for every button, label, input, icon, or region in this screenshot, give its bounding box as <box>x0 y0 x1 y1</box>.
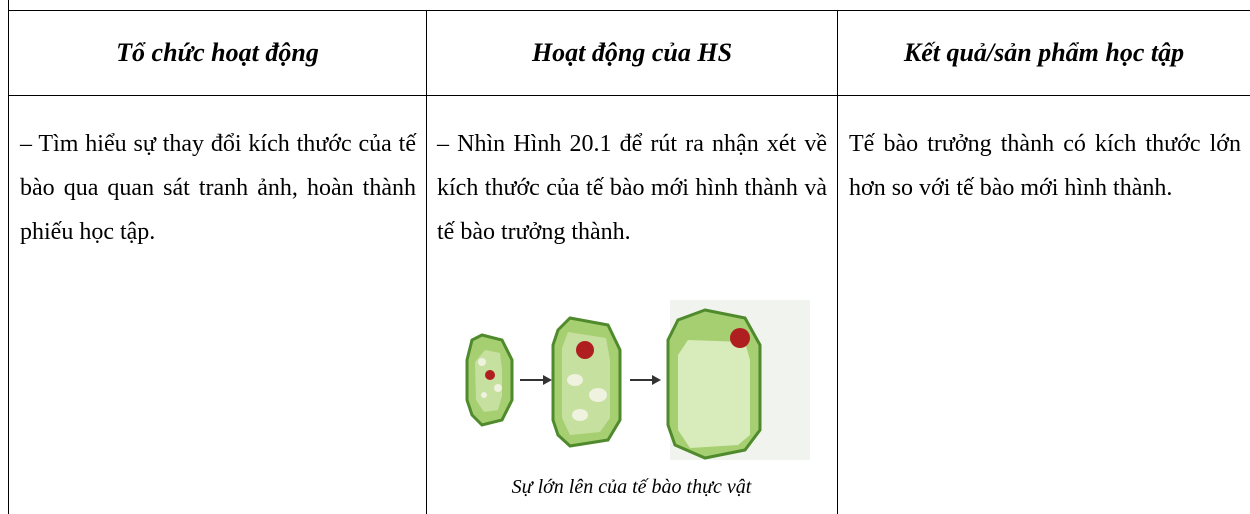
border <box>837 10 838 514</box>
table-cell: – Nhìn Hình 20.1 để rút ra nhận xét về k… <box>437 131 827 245</box>
border <box>8 95 1250 96</box>
table-cell: – Tìm hiểu sự thay đổi kích thước của tế… <box>20 131 416 245</box>
border <box>8 0 9 514</box>
table-cell: Tế bào trưởng thành có kích thước lớn hơ… <box>849 131 1241 201</box>
header-cell: Tổ chức hoạt động <box>116 37 319 67</box>
header-cell: Kết quả/sản phẩm học tập <box>903 37 1185 67</box>
figure-caption: Sự lớn lên của tế bào thực vật <box>511 476 752 498</box>
border <box>426 10 427 514</box>
header-cell: Hoạt động của HS <box>531 37 733 67</box>
border <box>8 10 1250 11</box>
cell-figure <box>465 300 810 460</box>
